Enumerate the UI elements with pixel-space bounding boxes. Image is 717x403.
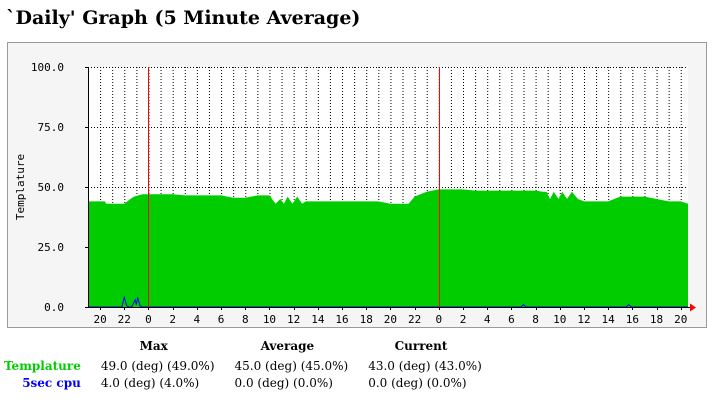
x-tick-label: 4 bbox=[194, 313, 201, 326]
x-axis-arrow bbox=[690, 303, 696, 312]
x-tick-label: 22 bbox=[118, 313, 131, 326]
x-tick-label: 20 bbox=[384, 313, 397, 326]
x-tick-label: 6 bbox=[508, 313, 515, 326]
legend-current-value: 0.0 (deg) (0.0%) bbox=[368, 375, 467, 390]
legend-row-templature: Templature 49.0 (deg) (49.0%) 45.0 (deg)… bbox=[4, 357, 488, 374]
legend-series-templature: Templature bbox=[4, 358, 81, 373]
y-axis-title: Templature bbox=[14, 154, 27, 220]
day-boundary-lines bbox=[148, 67, 440, 307]
x-tick-label: 20 bbox=[674, 313, 687, 326]
legend-row-5sec-cpu: 5sec cpu 4.0 (deg) (4.0%) 0.0 (deg) (0.0… bbox=[4, 374, 488, 391]
x-tick-label: 14 bbox=[602, 313, 616, 326]
legend-header-row: Max Average Current bbox=[4, 338, 488, 357]
legend-average-value: 0.0 (deg) (0.0%) bbox=[234, 375, 333, 390]
x-tick-label: 16 bbox=[626, 313, 639, 326]
legend-corner bbox=[4, 338, 87, 357]
legend-average-value: 45.0 (deg) (45.0%) bbox=[234, 358, 349, 373]
x-tick-label: 18 bbox=[650, 313, 663, 326]
y-tick-label: 25.0 bbox=[38, 241, 65, 254]
x-tick-label: 12 bbox=[577, 313, 590, 326]
x-tick-label: 18 bbox=[360, 313, 373, 326]
y-tick-label: 75.0 bbox=[38, 121, 65, 134]
x-tick-label: 8 bbox=[532, 313, 539, 326]
legend-header-max: Max bbox=[139, 338, 168, 353]
x-tick-label: 8 bbox=[242, 313, 249, 326]
x-tick-label: 10 bbox=[553, 313, 566, 326]
legend-current-value: 43.0 (deg) (43.0%) bbox=[368, 358, 482, 373]
legend-header-average: Average bbox=[260, 338, 315, 353]
x-tick-label: 22 bbox=[408, 313, 421, 326]
y-tick-label: 0.0 bbox=[44, 301, 64, 314]
x-tick-label: 2 bbox=[169, 313, 176, 326]
x-tick-label: 10 bbox=[263, 313, 276, 326]
legend-max-value: 49.0 (deg) (49.0%) bbox=[100, 358, 215, 373]
page-title: `Daily' Graph (5 Minute Average) bbox=[6, 7, 361, 29]
x-tick-label: 4 bbox=[484, 313, 491, 326]
x-tick-label: 2 bbox=[460, 313, 467, 326]
legend-table: Max Average Current Templature 49.0 (deg… bbox=[4, 338, 488, 391]
x-tick-label: 12 bbox=[287, 313, 300, 326]
legend-series-5sec-cpu: 5sec cpu bbox=[22, 375, 81, 390]
legend-header-current: Current bbox=[394, 338, 448, 353]
series-layer bbox=[88, 189, 688, 308]
x-tick-label: 20 bbox=[93, 313, 106, 326]
y-tick-label: 100.0 bbox=[31, 61, 64, 74]
legend-max-value: 4.0 (deg) (4.0%) bbox=[100, 375, 200, 390]
series-area-templature bbox=[88, 189, 688, 307]
axes bbox=[85, 67, 696, 312]
x-tick-label: 6 bbox=[218, 313, 225, 326]
x-tick-label: 0 bbox=[435, 313, 442, 326]
x-tick-label: 14 bbox=[311, 313, 325, 326]
y-tick-label: 50.0 bbox=[38, 181, 65, 194]
x-tick-label: 0 bbox=[145, 313, 152, 326]
x-tick-label: 16 bbox=[335, 313, 348, 326]
